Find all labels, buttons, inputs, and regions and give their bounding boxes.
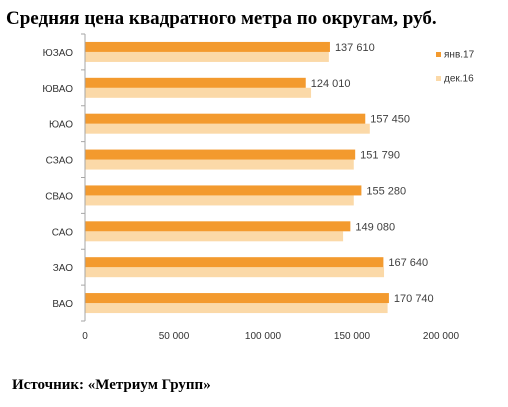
- bar-dec16-2: [85, 123, 370, 134]
- bar-jan17-3: [85, 149, 356, 160]
- value-label-2: 157 450: [370, 114, 410, 126]
- category-label-5: САО: [52, 227, 73, 238]
- legend-swatch-jan17: [436, 52, 441, 57]
- legend-label-dec16: дек.16: [444, 74, 474, 85]
- value-label-6: 167 640: [388, 257, 428, 269]
- value-label-1: 124 010: [311, 78, 351, 90]
- value-label-0: 137 610: [335, 42, 375, 54]
- bar-jan17-1: [85, 77, 306, 88]
- category-label-0: ЮЗАО: [43, 48, 74, 59]
- bar-dec16-0: [85, 51, 329, 62]
- category-label-4: СВАО: [45, 191, 73, 202]
- source-note: Источник: «Метриум Групп»: [12, 377, 211, 393]
- bar-jan17-7: [85, 293, 389, 304]
- x-tick-label-0: 0: [82, 331, 88, 342]
- bar-jan17-6: [85, 257, 384, 268]
- value-label-4: 155 280: [366, 185, 406, 197]
- category-label-6: ЗАО: [53, 263, 73, 274]
- bar-dec16-5: [85, 231, 344, 242]
- bar-dec16-6: [85, 267, 385, 278]
- category-label-2: ЮАО: [49, 120, 73, 131]
- category-label-7: ВАО: [52, 299, 73, 310]
- x-tick-label-1: 50 000: [159, 331, 190, 342]
- x-tick-label-2: 100 000: [245, 331, 282, 342]
- x-tick-label-3: 150 000: [334, 331, 371, 342]
- legend-swatch-dec16: [436, 76, 441, 81]
- category-label-1: ЮВАО: [42, 84, 73, 95]
- bar-jan17-0: [85, 41, 330, 52]
- bar-dec16-3: [85, 159, 354, 170]
- bar-dec16-4: [85, 195, 354, 206]
- category-label-3: СЗАО: [46, 156, 74, 167]
- bar-dec16-7: [85, 303, 388, 314]
- bar-dec16-1: [85, 87, 312, 98]
- bar-jan17-4: [85, 185, 362, 196]
- legend-label-jan17: янв.17: [444, 50, 475, 61]
- value-label-5: 149 080: [355, 221, 395, 233]
- chart-title: Средняя цена квадратного метра по округа…: [6, 8, 437, 29]
- bar-jan17-5: [85, 221, 351, 232]
- value-label-3: 151 790: [360, 150, 400, 162]
- x-tick-label-4: 200 000: [423, 331, 460, 342]
- value-label-7: 170 740: [394, 293, 434, 305]
- bar-jan17-2: [85, 113, 366, 124]
